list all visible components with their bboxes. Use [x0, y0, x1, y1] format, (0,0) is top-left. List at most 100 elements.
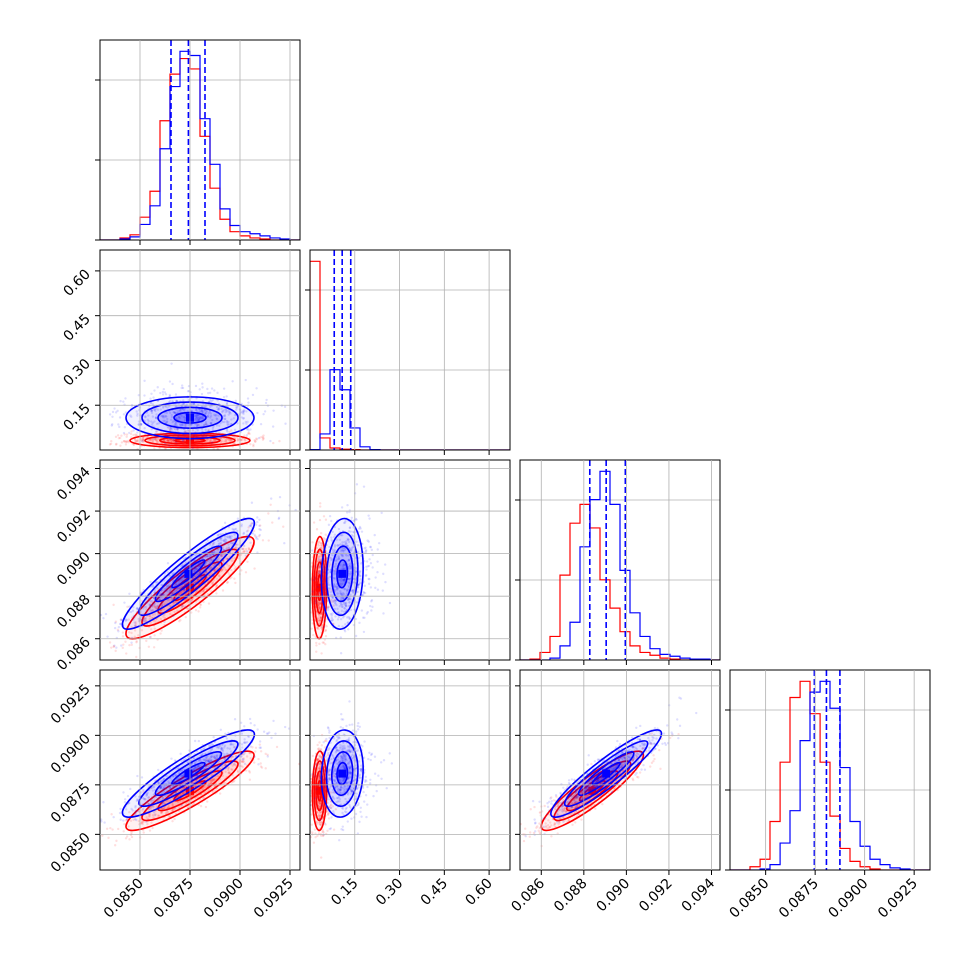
blue-series-point [146, 799, 150, 803]
blue-series-point [186, 586, 189, 589]
red-series-point [317, 604, 321, 607]
blue-series-point [246, 397, 250, 400]
blue-series-point [209, 553, 212, 557]
red-series-point [133, 635, 137, 638]
red-series-point [184, 424, 188, 427]
blue-series-point [179, 586, 182, 590]
blue-series-point [220, 407, 223, 410]
blue-series-point [205, 576, 208, 579]
blue-series-point [342, 593, 346, 596]
red-series-point [320, 626, 323, 630]
blue-series-point [220, 554, 223, 558]
red-series-point [126, 817, 129, 821]
blue-series-point [139, 422, 143, 426]
blue-series-point [225, 421, 229, 424]
red-series-point [234, 581, 237, 585]
blue-series-point [183, 566, 186, 570]
red-series-point [152, 646, 156, 649]
red-series-point [227, 767, 230, 770]
blue-series-point [344, 603, 347, 606]
red-series-point [194, 581, 197, 584]
red-series-point [204, 423, 207, 426]
blue-series-point [330, 614, 333, 617]
blue-series-point [227, 413, 230, 416]
blue-series-point [209, 567, 212, 570]
blue-series-point [221, 409, 224, 413]
red-series-point [244, 548, 248, 551]
blue-series-point [184, 566, 187, 569]
red-series-point [111, 828, 114, 831]
blue-series-point [152, 601, 155, 605]
red-series-point [236, 770, 240, 774]
blue-series-point [211, 743, 214, 746]
blue-series-point [177, 416, 181, 419]
blue-series-point [192, 402, 196, 405]
blue-series-point [278, 495, 282, 499]
blue-series-point [153, 590, 157, 594]
blue-series-point [351, 545, 354, 549]
blue-series-point [234, 537, 237, 541]
red-series-point [126, 817, 129, 821]
blue-series-point [217, 408, 220, 411]
blue-series-point [354, 617, 358, 621]
blue-series-point [179, 571, 182, 575]
blue-series-point [330, 538, 333, 542]
blue-series-point [348, 617, 351, 620]
blue-series-point [180, 386, 183, 390]
blue-series-point [169, 418, 173, 421]
blue-series-point [136, 414, 139, 417]
red-series-point [319, 532, 323, 535]
blue-series-point [326, 606, 330, 609]
red-series-point [316, 557, 320, 560]
blue-series-point [175, 574, 179, 578]
red-series-point [247, 526, 250, 529]
blue-series-point [181, 569, 185, 572]
blue-series-point [255, 535, 258, 539]
red-series-point [320, 612, 323, 615]
blue-series-point [341, 597, 345, 600]
blue-series-point [244, 741, 247, 744]
blue-series-point [132, 605, 135, 609]
blue-series-point [347, 615, 350, 619]
red-series-point [226, 557, 229, 560]
blue-series-point [339, 578, 342, 582]
blue-series-point [324, 597, 327, 600]
blue-series-point [192, 757, 196, 760]
blue-series-point [342, 596, 345, 600]
blue-series-point [242, 753, 245, 756]
red-series-point [239, 439, 243, 442]
red-series-point [134, 622, 137, 626]
blue-series-point [144, 415, 147, 419]
red-series-point [142, 440, 145, 444]
blue-series-point [209, 759, 213, 763]
red-series-point [190, 598, 194, 602]
red-series-point [317, 627, 320, 631]
red-series-point [221, 568, 224, 571]
red-series-point [317, 601, 321, 604]
blue-series-point [177, 415, 181, 419]
red-series-point [68, 438, 70, 440]
blue-series-point [340, 506, 344, 509]
red-series-point [122, 440, 126, 443]
red-series-point [247, 431, 251, 435]
blue-series-point [174, 393, 178, 396]
red-series-point [318, 619, 322, 622]
red-series-point [204, 805, 208, 809]
blue-series-point [123, 798, 127, 801]
red-series-point [163, 801, 166, 805]
red-series-point [318, 602, 321, 605]
blue-series-point [159, 391, 162, 395]
blue-series-point [242, 531, 246, 535]
blue-series-point [223, 521, 227, 525]
blue-series-point [163, 419, 167, 423]
blue-series-point [161, 791, 164, 795]
blue-series-point [167, 585, 171, 588]
blue-series-point [330, 616, 333, 620]
blue-series-point [177, 587, 180, 590]
blue-series-point [209, 398, 212, 402]
blue-series-point [360, 609, 364, 612]
red-series-point [144, 798, 147, 801]
blue-series-point [352, 591, 355, 594]
blue-series-point [140, 423, 143, 426]
y-tick-label: 0.088 [54, 592, 94, 632]
